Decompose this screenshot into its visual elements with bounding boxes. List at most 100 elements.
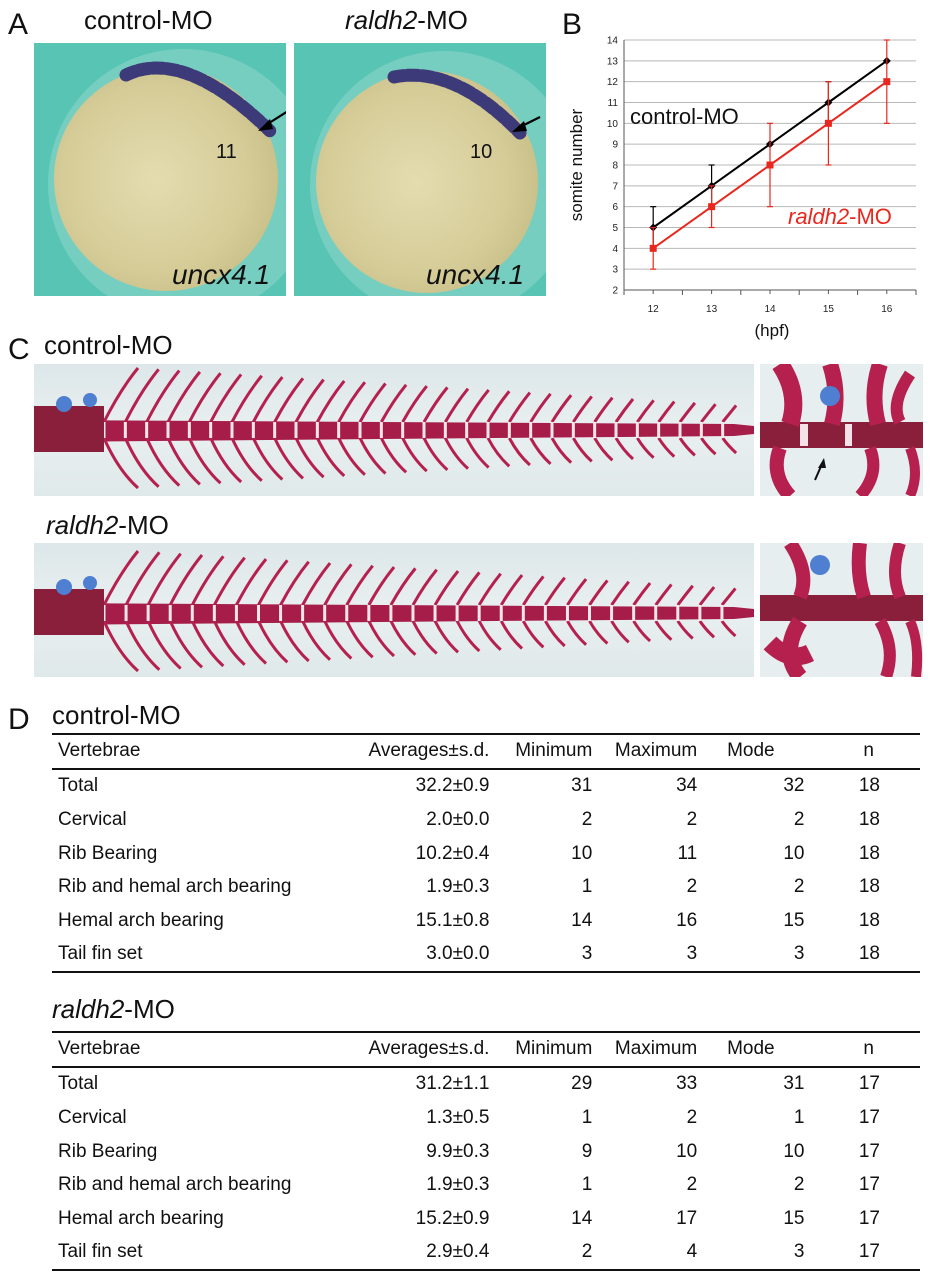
table-row: Total 32.2±0.9 31 34 32 18 <box>52 769 920 804</box>
x-axis-label: (hpf) <box>755 321 790 340</box>
header-cell: Minimum <box>489 734 593 770</box>
y-tick-label: 13 <box>607 56 619 67</box>
table-cell: Rib Bearing <box>58 1140 158 1162</box>
embryo-image-raldh2: 10 uncx4.1 <box>294 43 546 296</box>
somite-count-label: 10 <box>470 141 493 163</box>
table-cell: 31.2±1.1 <box>415 1073 490 1095</box>
table-cell: 31 <box>783 1073 805 1095</box>
table-cell: 29 <box>571 1073 593 1095</box>
table-cell: 2.0±0.0 <box>426 808 490 830</box>
table-cell: Total <box>58 1073 99 1095</box>
data-point <box>708 203 716 211</box>
gene-label: uncx4.1 <box>172 259 271 290</box>
table-cell: 14 <box>571 909 593 931</box>
table-cell: 10 <box>676 1140 698 1162</box>
table-cell: 1 <box>581 876 593 898</box>
somite-chart: 2 3 4 5 6 7 8 9 10 11 12 13 14 12 13 14 15 16 (hpf) somite … <box>567 36 917 340</box>
skeleton-image-control <box>34 364 754 496</box>
header-cell: Maximum <box>592 734 698 770</box>
table-cell: 17 <box>858 1106 880 1128</box>
table-cell: 15 <box>783 909 805 931</box>
y-tick-label: 5 <box>612 223 618 234</box>
somite-stain-band <box>119 61 286 138</box>
panel-a-left-title: control-MO <box>84 5 213 35</box>
table-cell: 17 <box>858 1073 880 1095</box>
skeleton-closeup-control <box>760 364 923 496</box>
table-cell: 32.2±0.9 <box>415 775 490 797</box>
panel-c-control-label: control-MO <box>44 330 173 360</box>
table-cell: 18 <box>858 808 880 830</box>
header-cell: n <box>804 734 920 770</box>
table-cell: 1.9±0.3 <box>426 1174 490 1196</box>
table-cell: 2 <box>581 808 593 830</box>
table-cell: Rib and hemal arch bearing <box>58 876 292 898</box>
table-cell: 1 <box>581 1106 593 1128</box>
table-cell: 1.9±0.3 <box>426 876 490 898</box>
table-cell: 9 <box>581 1140 593 1162</box>
table-header-row: Vertebrae Averages±s.d. Minimum Maximum … <box>52 1032 920 1068</box>
table-cell: 4 <box>592 1235 698 1272</box>
table-cell: 34 <box>676 775 698 797</box>
y-tick-label: 7 <box>612 181 618 192</box>
header-cell: Vertebrae <box>52 734 341 770</box>
table-cell: 2 <box>686 876 698 898</box>
table-cell: 1 <box>581 1174 593 1196</box>
table-cell: 10 <box>571 842 593 864</box>
table-cell: 17 <box>804 1235 920 1272</box>
table-cell: 9.9±0.3 <box>426 1140 490 1162</box>
table-cell: 17 <box>858 1140 880 1162</box>
series-label-control: control-MO <box>630 104 739 129</box>
table-cell: 2 <box>793 1174 805 1196</box>
table-cell: 3 <box>489 937 593 974</box>
table-title-raldh2: raldh2-MO <box>52 994 175 1024</box>
y-axis-label: somite number <box>567 108 586 221</box>
gene-label: uncx4.1 <box>426 259 525 290</box>
table-cell: 1 <box>793 1106 805 1128</box>
table-row: Total 31.2±1.1 29 33 31 17 <box>52 1067 920 1102</box>
header-cell: Mode <box>697 734 805 770</box>
table-row: Hemal arch bearing 15.2±0.9 14 17 15 17 <box>52 1202 920 1236</box>
panel-letter-d: D <box>8 703 30 736</box>
table-row: Rib Bearing 9.9±0.3 9 10 10 17 <box>52 1135 920 1169</box>
y-tick-label: 4 <box>612 244 618 255</box>
header-cell: Averages±s.d. <box>340 1032 490 1068</box>
y-tick-label: 11 <box>608 98 619 109</box>
table-header-row: Vertebrae Averages±s.d. Minimum Maximum … <box>52 734 920 770</box>
table-title-control: control-MO <box>52 700 181 730</box>
table-cell: Total <box>58 775 99 797</box>
table-cell: 3 <box>592 937 698 974</box>
header-cell: Maximum <box>592 1032 698 1068</box>
x-tick-label: 13 <box>706 304 718 315</box>
y-tick-label: 14 <box>607 36 619 47</box>
somite-count-label: 11 <box>216 141 237 163</box>
y-tick-label: 3 <box>612 265 618 276</box>
table-cell: 11 <box>677 842 698 864</box>
table-row: Rib and hemal arch bearing 1.9±0.3 1 2 2… <box>52 1168 920 1202</box>
data-point <box>883 78 891 86</box>
table-cell: 3 <box>697 937 805 974</box>
panel-a-right-title: raldh2-MO <box>345 5 468 35</box>
header-cell: Averages±s.d. <box>340 734 490 770</box>
y-tick-label: 2 <box>612 286 618 297</box>
table-cell: 2 <box>686 1106 698 1128</box>
somite-stain-band <box>387 68 541 140</box>
table-cell: 17 <box>858 1174 880 1196</box>
table-cell: 10 <box>783 842 805 864</box>
table-row: Tail fin set 2.9±0.4 2 4 3 17 <box>52 1235 920 1272</box>
table-cell: 10 <box>783 1140 805 1162</box>
table-cell: Cervical <box>58 808 127 830</box>
table-cell: 2 <box>686 808 698 830</box>
y-tick-label: 12 <box>607 77 619 88</box>
table-cell: 32 <box>783 775 805 797</box>
embryo-image-control: 11 uncx4.1 <box>34 43 286 296</box>
header-cell: Minimum <box>489 1032 593 1068</box>
table-cell: 14 <box>571 1207 593 1229</box>
y-tick-label: 8 <box>612 161 618 172</box>
data-point <box>649 244 657 252</box>
table-cell: 2.9±0.4 <box>340 1235 490 1272</box>
panel-letter-c: C <box>8 333 30 366</box>
y-tick-label: 9 <box>612 140 618 151</box>
table-cell: 2 <box>686 1174 698 1196</box>
table-cell: 10.2±0.4 <box>415 842 490 864</box>
vertebrae-table-control: Vertebrae Averages±s.d. Minimum Maximum … <box>52 734 920 974</box>
